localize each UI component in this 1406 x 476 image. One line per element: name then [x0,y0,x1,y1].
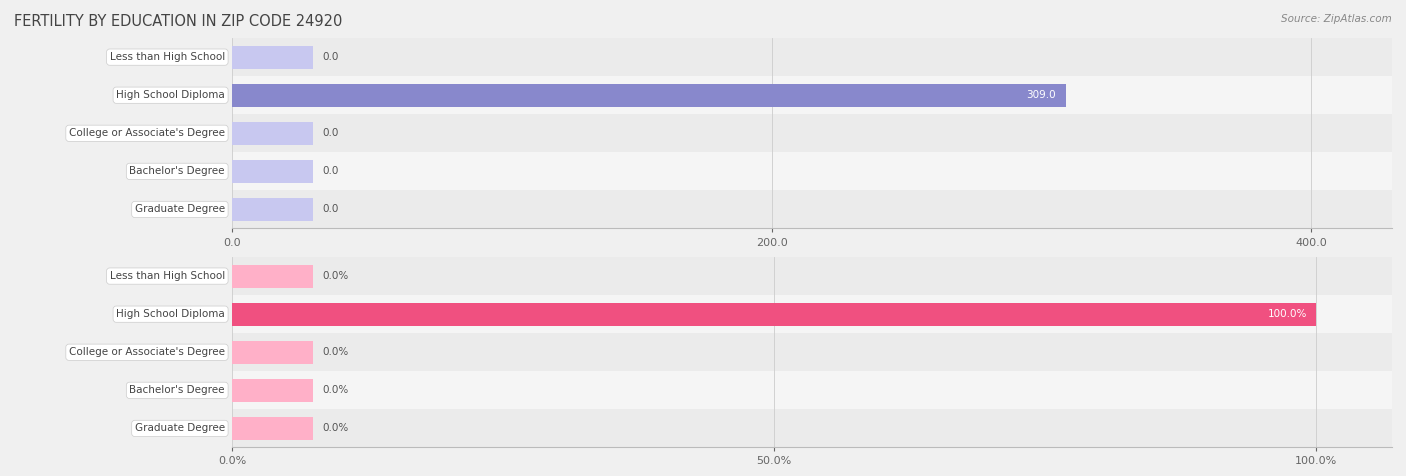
Text: Graduate Degree: Graduate Degree [135,204,225,215]
Bar [232,38,1392,76]
Bar [232,198,314,221]
Text: High School Diploma: High School Diploma [117,309,225,319]
Text: Less than High School: Less than High School [110,52,225,62]
Bar [232,152,1392,190]
Bar [232,409,1392,447]
Text: College or Associate's Degree: College or Associate's Degree [69,347,225,357]
Text: 0.0%: 0.0% [322,347,349,357]
Bar [232,257,1392,295]
Bar [232,84,1066,107]
Bar [232,122,314,145]
Bar [232,341,314,364]
Bar [232,379,314,402]
Text: 0.0: 0.0 [322,128,339,139]
Bar [232,333,1392,371]
Bar [232,46,314,69]
Text: 100.0%: 100.0% [1267,309,1306,319]
Bar [232,84,314,107]
Text: 0.0%: 0.0% [322,271,349,281]
Text: 0.0: 0.0 [322,52,339,62]
Text: College or Associate's Degree: College or Associate's Degree [69,128,225,139]
Text: Graduate Degree: Graduate Degree [135,423,225,434]
Text: FERTILITY BY EDUCATION IN ZIP CODE 24920: FERTILITY BY EDUCATION IN ZIP CODE 24920 [14,14,343,30]
Text: Bachelor's Degree: Bachelor's Degree [129,166,225,177]
Bar [232,303,314,326]
Bar [232,190,1392,228]
Text: Bachelor's Degree: Bachelor's Degree [129,385,225,396]
Text: Less than High School: Less than High School [110,271,225,281]
Bar [232,371,1392,409]
Bar [232,160,314,183]
Bar [232,265,314,288]
Text: 0.0%: 0.0% [322,423,349,434]
Text: 309.0: 309.0 [1026,90,1056,100]
Bar [232,417,314,440]
Bar [232,76,1392,114]
Text: High School Diploma: High School Diploma [117,90,225,100]
Text: 0.0%: 0.0% [322,385,349,396]
Bar [232,303,1316,326]
Bar [232,114,1392,152]
Text: Source: ZipAtlas.com: Source: ZipAtlas.com [1281,14,1392,24]
Bar [232,295,1392,333]
Text: 0.0: 0.0 [322,166,339,177]
Text: 0.0: 0.0 [322,204,339,215]
